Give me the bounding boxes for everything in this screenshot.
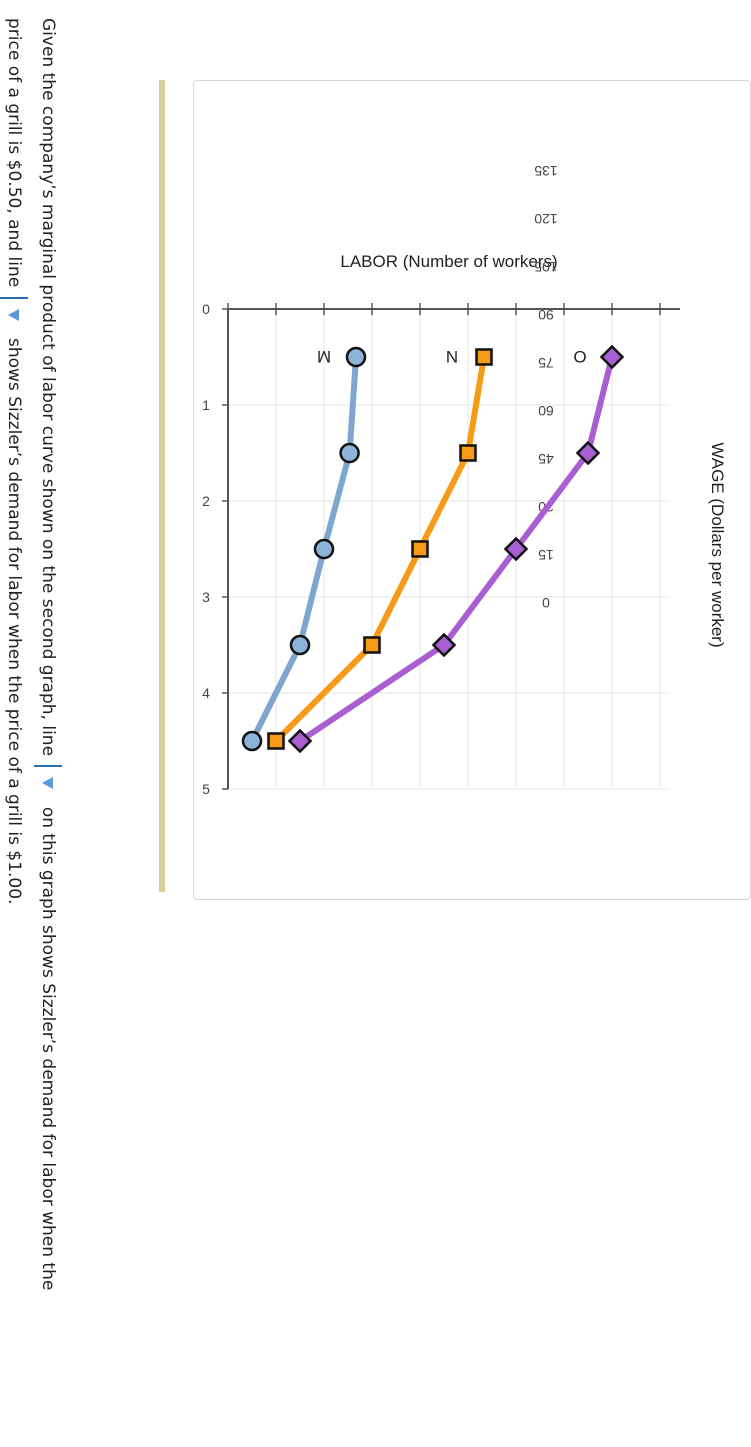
data-point-N	[475, 348, 493, 366]
series-layer: M N O	[241, 344, 625, 754]
y-tick-label: 120	[534, 211, 558, 227]
question-line-2: price of a grill is $0.50, and line show…	[0, 18, 31, 904]
x-tick-label: 0	[202, 301, 210, 317]
series-line-N	[273, 354, 487, 744]
data-point-O	[503, 536, 529, 562]
question-part-1: Given the company’s marginal product of …	[38, 18, 58, 757]
chart-panel: WAGE (Dollars per worker) LABOR (Number …	[193, 80, 751, 900]
data-point-M	[345, 346, 367, 368]
y-tick-label: 15	[538, 547, 554, 563]
caret-down-icon	[8, 308, 19, 321]
data-point-M	[289, 634, 311, 656]
series-line-M	[249, 354, 359, 744]
line-select-dropdown-2[interactable]	[0, 296, 28, 329]
accent-bar	[159, 80, 165, 892]
x-tick-label: 5	[202, 781, 210, 797]
data-point-O	[287, 728, 313, 754]
data-point-O	[575, 440, 601, 466]
data-point-O	[431, 632, 457, 658]
y-tick-label: 60	[538, 403, 554, 419]
x-tick-label: 2	[202, 493, 210, 509]
data-point-M	[313, 538, 335, 560]
data-point-O	[599, 344, 625, 370]
data-point-M	[339, 442, 360, 464]
y-tick-label: 75	[538, 355, 554, 371]
caret-down-icon	[42, 777, 53, 790]
grid	[228, 309, 670, 790]
series-label-M: M	[317, 347, 331, 366]
data-point-N	[267, 732, 285, 750]
line-select-dropdown-1[interactable]	[34, 765, 62, 798]
y-tick-label: 0	[542, 595, 550, 611]
y-axis-label: WAGE (Dollars per worker)	[708, 442, 727, 647]
x-tick-label: 4	[202, 685, 210, 701]
question-part-3: price of a grill is $0.50, and line	[4, 18, 24, 288]
x-tick-label: 1	[202, 397, 210, 413]
series-label-O: O	[573, 347, 586, 366]
y-tick-label: 105	[534, 259, 558, 275]
x-axis-label: LABOR (Number of workers)	[340, 252, 557, 271]
data-point-N	[363, 636, 381, 654]
question-part-2: on this graph shows Sizzler’s demand for…	[38, 806, 58, 1291]
question-part-4: shows Sizzler’s demand for labor when th…	[4, 338, 24, 905]
y-tick-label: 45	[538, 451, 554, 467]
y-tick-label: 135	[534, 163, 558, 179]
question-line-1: Given the company’s marginal product of …	[31, 18, 65, 1290]
data-point-N	[411, 540, 429, 558]
data-point-M	[241, 730, 263, 752]
series-label-N: N	[446, 347, 458, 366]
series-line-O	[297, 354, 615, 744]
y-tick-label: 90	[538, 307, 554, 323]
x-tick-label: 3	[202, 589, 210, 605]
data-point-N	[459, 444, 477, 462]
chart: WAGE (Dollars per worker) LABOR (Number …	[202, 163, 727, 797]
